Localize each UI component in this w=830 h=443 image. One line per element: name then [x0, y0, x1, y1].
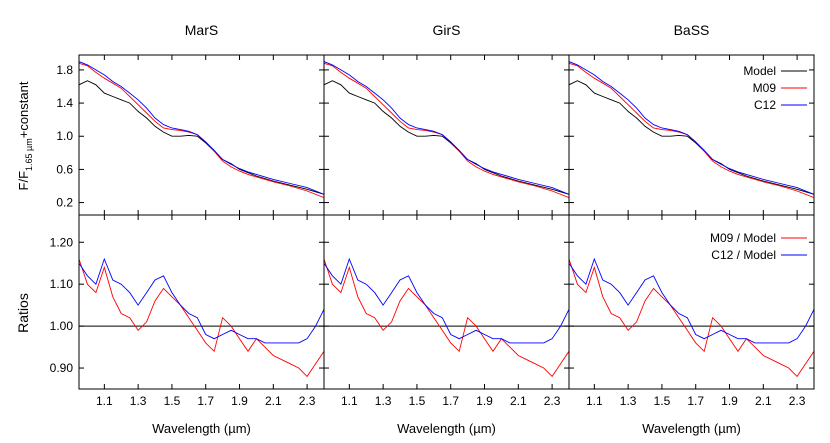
panel-title: BaSS: [674, 22, 710, 38]
series-line-m09: [79, 62, 324, 199]
x-tick-label: 1.9: [721, 394, 738, 408]
x-tick-label: 2.3: [299, 394, 316, 408]
y-tick-label: 0.6: [56, 162, 73, 176]
y-tick-label: 1.8: [56, 63, 73, 77]
y-tick-label: 0.2: [56, 196, 73, 210]
spectra-plot: [323, 54, 570, 216]
x-tick-label: 1.3: [130, 394, 147, 408]
spectra-plot: [568, 54, 815, 216]
series-line-c12: [569, 61, 814, 195]
legend-label: Model: [743, 64, 776, 78]
y-tick-label: 1.00: [50, 319, 74, 333]
panel-title: MarS: [185, 22, 218, 38]
y-tick-label: 1.0: [56, 129, 73, 143]
panel-bass: BaSS 1.1 1.3 1.5 1.7 1.9 2.1 2.3 Wavelength (µm): [568, 22, 815, 436]
series-line-m09-model: [569, 258, 814, 378]
axis-labels: F/F1.65 µm+constant Ratios: [15, 81, 34, 333]
series-line-c12: [79, 61, 324, 195]
x-tick-label: 1.7: [442, 394, 459, 408]
series-line-c12-model: [324, 257, 569, 344]
x-axis-label: Wavelength (µm): [642, 421, 741, 436]
x-tick-label: 1.1: [586, 394, 603, 408]
series-line-model: [324, 80, 569, 195]
panel-title: GirS: [433, 22, 461, 38]
spectra-plot: 0.2 0.6 1.0 1.4 1.8: [56, 54, 325, 216]
series-line-m09: [569, 62, 814, 199]
y-tick-label: 1.10: [50, 277, 74, 291]
x-tick-label: 1.7: [197, 394, 214, 408]
x-tick-label: 1.5: [654, 394, 671, 408]
x-tick-label: 1.9: [476, 394, 493, 408]
legend-spectra: Model M09 C12: [743, 64, 807, 112]
series-line-c12-model: [569, 257, 814, 344]
ratios-plot: 0.90 1.00 1.10 1.20 1.1 1.3 1.5 1.7 1.9 2.1 2.3: [50, 214, 325, 408]
y-tick-label: 0.90: [50, 361, 74, 375]
legend-label: C12: [754, 98, 776, 112]
top-y-axis-label: F/F1.65 µm+constant: [16, 81, 34, 190]
series-line-c12: [324, 61, 569, 195]
x-tick-label: 1.5: [409, 394, 426, 408]
panel-mars: MarS 0.2 0.6 1.0 1.4 1.8 0.90 1.00 1.10 1.20 1.1 1.…: [50, 22, 325, 436]
legend-label: C12 / Model: [711, 248, 776, 262]
legend-label: M09 / Model: [710, 231, 776, 245]
x-tick-label: 2.3: [789, 394, 806, 408]
plot-frame: [568, 54, 815, 216]
ratios-plot: 1.1 1.3 1.5 1.7 1.9 2.1 2.3: [323, 214, 570, 408]
x-tick-label: 1.3: [620, 394, 637, 408]
x-tick-label: 2.1: [755, 394, 772, 408]
x-tick-label: 1.1: [96, 394, 113, 408]
legends: Model M09 C12 M09 / Model C12 / Model: [710, 64, 807, 262]
series-line-m09-model: [79, 258, 324, 378]
x-tick-label: 1.7: [687, 394, 704, 408]
legend-ratios: M09 / Model C12 / Model: [710, 231, 807, 262]
x-tick-label: 2.3: [544, 394, 561, 408]
plot-frame: [568, 214, 815, 390]
x-tick-label: 1.1: [341, 394, 358, 408]
y-tick-label: 1.20: [50, 235, 74, 249]
x-tick-label: 2.1: [265, 394, 282, 408]
series-line-model: [79, 80, 324, 195]
bottom-y-axis-label: Ratios: [15, 293, 31, 333]
x-axis-label: Wavelength (µm): [152, 421, 251, 436]
series-line-m09-model: [324, 258, 569, 378]
legend-label: M09: [753, 81, 777, 95]
x-tick-label: 1.3: [375, 394, 392, 408]
plot-frame: [323, 54, 570, 216]
panel-girs: GirS 1.1 1.3 1.5 1.7 1.9 2.1 2.3 Wavelength (µm): [323, 22, 570, 436]
y-tick-label: 1.4: [56, 96, 73, 110]
series-line-m09: [324, 62, 569, 199]
series-line-model: [569, 80, 814, 195]
ratios-plot: 1.1 1.3 1.5 1.7 1.9 2.1 2.3: [568, 214, 815, 408]
series-line-c12-model: [79, 257, 324, 344]
plot-frame: [78, 54, 325, 216]
x-tick-label: 2.1: [510, 394, 527, 408]
x-axis-label: Wavelength (µm): [397, 421, 496, 436]
x-tick-label: 1.9: [231, 394, 248, 408]
x-tick-label: 1.5: [164, 394, 181, 408]
